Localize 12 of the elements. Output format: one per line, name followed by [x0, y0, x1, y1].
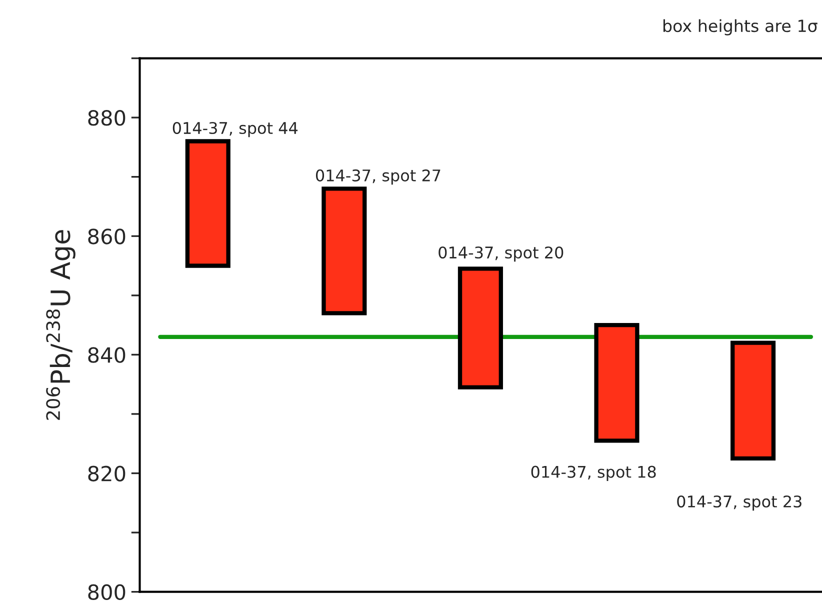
annotation: 014-37, spot 18 — [531, 466, 656, 481]
y-tick-label: 880 — [88, 110, 126, 126]
y-tick-label: 800 — [88, 584, 126, 600]
y-tick-label: 840 — [88, 347, 126, 363]
text: box heights are 1σ — [663, 19, 818, 36]
annotation: 014-37, spot 27 — [316, 169, 440, 185]
y-tick-label: 860 — [88, 228, 126, 244]
annotation: 014-37, spot 20 — [438, 246, 564, 262]
y-axis-title: $^{206}$Pb/$^{238}$U Age — [46, 230, 76, 420]
annotation: 014-37, spot 23 — [677, 495, 802, 511]
y-tick-label: 820 — [88, 466, 126, 482]
annotation: 014-37, spot 44 — [172, 122, 298, 138]
